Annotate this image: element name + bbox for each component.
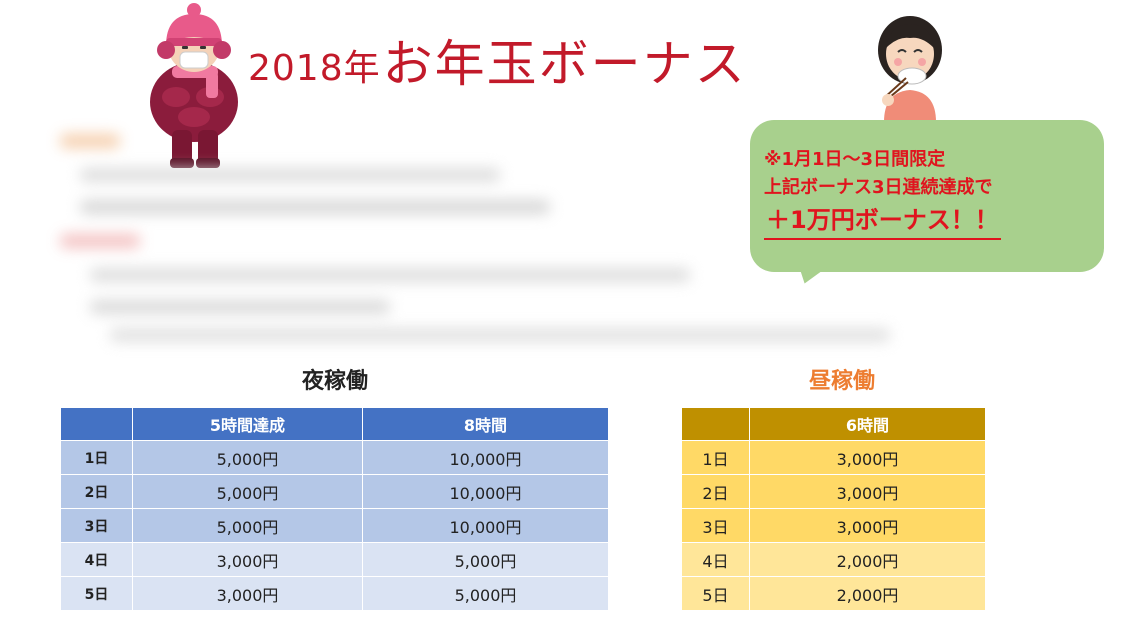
bubble-line-2: 上記ボーナス3日連続達成で [764,177,993,198]
table-cell: 10,000円 [362,440,609,475]
table-cell: 3,000円 [749,508,986,543]
table-cell-day: 1日 [60,440,133,475]
table-row: 2日 5,000円 10,000円 [60,474,609,509]
day-bonus-table: 6時間 1日 3,000円 2日 3,000円 3日 3,000円 4日 2,0… [681,407,986,611]
blurred-content [50,120,910,360]
table-cell-day: 3日 [681,508,750,543]
table-cell-day: 2日 [60,474,133,509]
table-cell: 2,000円 [749,576,986,611]
table-cell-day: 2日 [681,474,750,509]
table-row: 1日 5,000円 10,000円 [60,440,609,475]
table-cell-day: 3日 [60,508,133,543]
table-cell: 2,000円 [749,542,986,577]
table-cell: 5,000円 [132,440,363,475]
table-row: 2日 3,000円 [681,474,986,509]
table-cell: 5,000円 [362,542,609,577]
bonus-callout-bubble [750,120,1104,272]
table-cell-day: 1日 [681,440,750,475]
day-section-title: 昼稼働 [808,369,875,394]
bubble-line-3: ＋1万円ボーナス！！ [764,202,1001,240]
table-row: 5日 2,000円 [681,576,986,611]
table-header-cell: 8時間 [362,407,609,441]
title-main: お年玉ボーナス [382,35,747,93]
table-row: 4日 2,000円 [681,542,986,577]
table-cell: 5,000円 [132,474,363,509]
table-row: 4日 3,000円 5,000円 [60,542,609,577]
table-cell: 10,000円 [362,474,609,509]
table-cell: 3,000円 [749,474,986,509]
table-cell: 10,000円 [362,508,609,543]
night-bonus-table: 5時間達成 8時間 1日 5,000円 10,000円 2日 5,000円 10… [60,407,609,611]
table-cell: 5,000円 [362,576,609,611]
table-cell-day: 4日 [681,542,750,577]
title-year: 2018年 [248,48,381,89]
bubble-line-1: ※1月1日～3日間限定 [764,149,946,170]
table-header-cell [60,407,133,441]
table-cell-day: 5日 [681,576,750,611]
table-cell-day: 5日 [60,576,133,611]
table-row: 3日 5,000円 10,000円 [60,508,609,543]
table-cell: 3,000円 [749,440,986,475]
table-header-cell: 6時間 [749,407,986,441]
table-cell: 5,000円 [132,508,363,543]
table-cell: 3,000円 [132,542,363,577]
table-cell: 3,000円 [132,576,363,611]
table-row: 3日 3,000円 [681,508,986,543]
table-row: 1日 3,000円 [681,440,986,475]
table-header-cell: 5時間達成 [132,407,363,441]
woman-eating-illustration-icon [878,16,942,122]
table-header-cell [681,407,750,441]
table-header-row: 5時間達成 8時間 [60,407,609,441]
bubble-text: ※1月1日～3日間限定 上記ボーナス3日連続達成で ＋1万円ボーナス！！ [764,146,1084,240]
table-header-row: 6時間 [681,407,986,441]
table-cell-day: 4日 [60,542,133,577]
page-title: 2018年 お年玉ボーナス [248,28,747,98]
night-section-title: 夜稼働 [301,369,368,394]
winter-person-illustration-icon [150,3,238,168]
table-row: 5日 3,000円 5,000円 [60,576,609,611]
